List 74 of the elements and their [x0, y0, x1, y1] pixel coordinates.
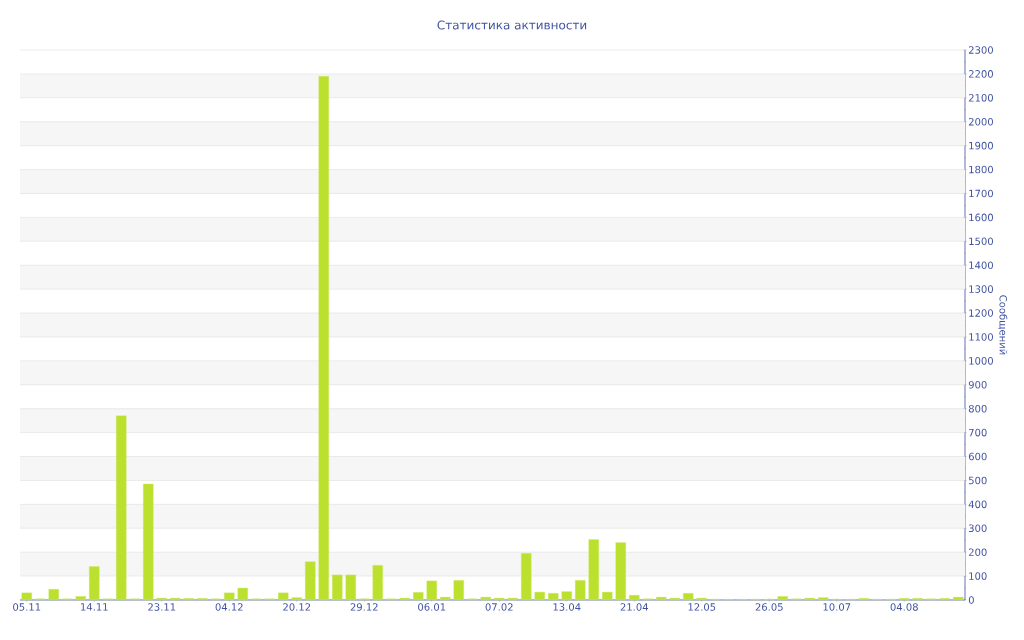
- bar: [629, 595, 640, 601]
- y-tick-label: 300: [968, 524, 987, 533]
- y-axis-title: Сообщений: [998, 295, 1008, 355]
- bar: [548, 593, 559, 601]
- bar: [89, 566, 100, 601]
- bar: [440, 596, 451, 601]
- x-tick-label: 07.02: [485, 603, 513, 611]
- y-tick-label: 200: [968, 548, 987, 556]
- bar: [953, 596, 964, 601]
- bar: [237, 587, 248, 601]
- bar: [602, 591, 613, 601]
- x-tick-label: 12.05: [688, 603, 716, 611]
- y-tick-label: 1800: [969, 165, 993, 174]
- y-tick-label: 800: [968, 404, 987, 413]
- y-tick-label: 900: [968, 380, 987, 389]
- x-tick-label: 14.11: [81, 603, 108, 611]
- bar: [332, 574, 343, 601]
- bar: [345, 574, 356, 601]
- x-tick-label: 21.04: [620, 603, 648, 611]
- y-tick-label: 1000: [969, 357, 993, 365]
- bar: [413, 592, 424, 601]
- bar: [561, 591, 572, 601]
- x-tick-label: 10.07: [823, 603, 851, 611]
- bar: [818, 597, 829, 601]
- bar: [21, 592, 32, 601]
- bar: [534, 591, 545, 601]
- bar: [143, 483, 154, 601]
- bar: [224, 592, 235, 601]
- x-tick-label: 13.04: [553, 603, 581, 611]
- x-tick-label: 26.05: [755, 603, 783, 611]
- y-tick-label: 1400: [969, 261, 993, 269]
- y-tick-label: 1900: [969, 141, 993, 150]
- y-tick-label: 2100: [968, 94, 993, 102]
- bar: [305, 561, 316, 601]
- x-tick-label: 04.08: [890, 603, 918, 611]
- y-tick-label: 2000: [968, 117, 993, 126]
- y-tick-label: 1700: [969, 189, 993, 198]
- x-tick-label: 20.12: [283, 603, 311, 611]
- y-tick-label: 1100: [969, 333, 993, 341]
- bar: [372, 565, 383, 601]
- y-tick-label: 1200: [969, 309, 993, 317]
- y-tick-label: 700: [969, 428, 987, 437]
- chart-title: Статистика активности: [437, 20, 587, 30]
- bar: [480, 596, 491, 601]
- bar: [615, 542, 626, 601]
- y-tick-label: 2300: [968, 46, 993, 54]
- y-tick-label: 600: [968, 452, 987, 461]
- bar: [588, 539, 599, 601]
- y-tick-label: 100: [969, 572, 987, 580]
- y-tick-label: 400: [968, 500, 987, 509]
- bar: [278, 592, 289, 601]
- x-tick-label: 05.11: [13, 603, 41, 611]
- x-tick-label: 04.12: [215, 603, 243, 611]
- y-tick-label: 1300: [969, 285, 993, 293]
- bar: [318, 76, 329, 601]
- x-tick-label: 06.01: [418, 603, 446, 611]
- y-tick-label: 500: [968, 476, 987, 485]
- bar: [656, 596, 667, 601]
- bar: [75, 596, 86, 601]
- bar: [521, 553, 532, 601]
- bar: [291, 597, 302, 601]
- x-tick-label: 23.11: [148, 603, 176, 611]
- bar: [777, 596, 788, 601]
- bar: [116, 415, 127, 601]
- bar: [426, 580, 437, 601]
- y-tick-label: 1500: [969, 237, 993, 246]
- bar: [575, 580, 586, 601]
- y-tick-label: 1600: [969, 213, 993, 222]
- y-tick-label: 0: [968, 596, 974, 604]
- bar: [48, 589, 59, 601]
- bar: [683, 593, 694, 601]
- y-tick-label: 2200: [968, 70, 993, 78]
- x-tick-label: 29.12: [350, 603, 378, 611]
- bar: [453, 580, 464, 601]
